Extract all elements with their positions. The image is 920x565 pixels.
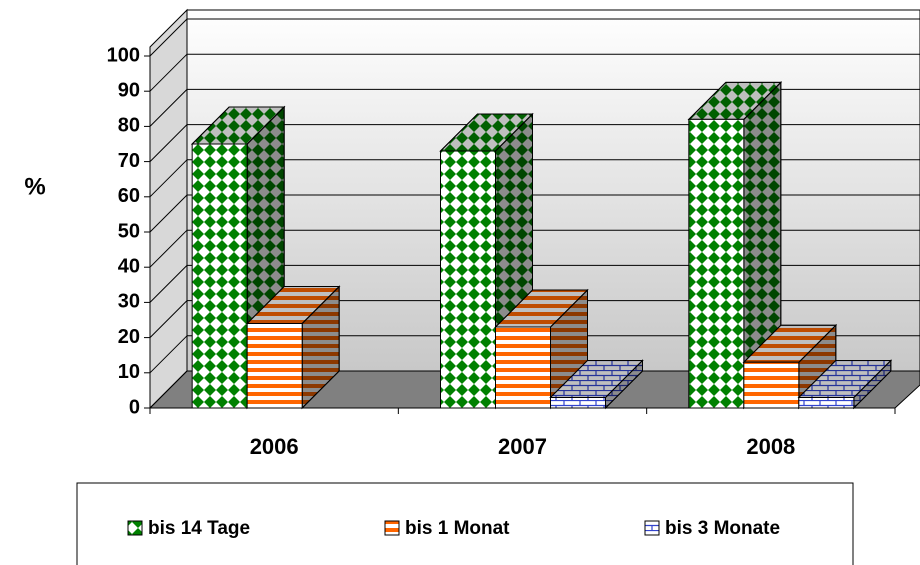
legend-swatch: [127, 520, 143, 536]
legend-label: bis 3 Monate: [665, 518, 780, 539]
x-tick-label: 2008: [746, 434, 795, 459]
y-tick-label: 40: [118, 255, 140, 277]
legend-swatch: [644, 520, 660, 536]
y-tick-label: 60: [118, 185, 140, 207]
legend-label: bis 14 Tage: [148, 518, 250, 539]
bar-front: [743, 361, 800, 409]
bar-front: [440, 150, 496, 409]
grid-line: [149, 18, 188, 57]
y-tick-label: 90: [118, 79, 140, 101]
bar-front: [191, 143, 248, 409]
grid-line: [149, 265, 188, 303]
bar-front: [550, 396, 606, 409]
bar: [742, 324, 838, 410]
legend: bis 14 Tage bis 1 Monat bis 3 Monate: [127, 518, 780, 539]
grid-line: [149, 124, 188, 162]
y-tick-label: 50: [118, 220, 140, 242]
legend-label: bis 1 Monat: [405, 518, 510, 539]
legend-swatch: [384, 520, 400, 536]
grid-line: [149, 194, 188, 233]
grid-line: [149, 370, 188, 409]
grid-line: [149, 89, 188, 127]
y-axis-label: %: [24, 173, 45, 200]
y-tick-label: 0: [129, 396, 140, 418]
side-wall: [149, 8, 188, 410]
grid-line: [149, 53, 188, 92]
grid-line: [149, 335, 188, 374]
bars: [190, 81, 893, 410]
y-tick-label: 80: [118, 115, 140, 137]
grid-line: [149, 300, 188, 338]
y-tick-label: 100: [107, 44, 140, 66]
x-tick-label: 2006: [250, 434, 299, 459]
bar: [797, 359, 893, 410]
bar: [245, 285, 341, 410]
bar-front: [495, 326, 551, 409]
y-tick-label: 70: [118, 150, 140, 172]
x-tick-label: 2007: [498, 434, 547, 459]
grid-line: [149, 159, 188, 198]
bar: [687, 81, 783, 410]
y-tick-label: 30: [118, 291, 140, 313]
y-tick-label: 10: [118, 361, 140, 383]
bar-front: [246, 323, 303, 409]
bar-front: [798, 396, 855, 409]
bar: [549, 359, 644, 410]
y-tick-label: 20: [118, 326, 140, 348]
legend-box: [76, 482, 854, 565]
bar-front: [688, 118, 745, 409]
grid-line: [149, 229, 188, 268]
